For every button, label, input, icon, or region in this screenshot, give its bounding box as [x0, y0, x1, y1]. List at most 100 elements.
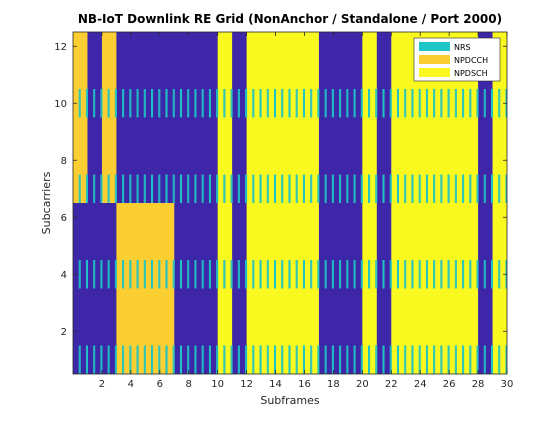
- nrs-mark-sc10-sf13-0: [266, 89, 268, 118]
- nrs-mark-sc1-sf21-2: [389, 345, 391, 374]
- x-tick-label-6: 6: [157, 379, 163, 390]
- nrs-mark-sc4-sf13-0: [266, 260, 268, 289]
- nrs-mark-sc7-sf5-0: [151, 174, 153, 203]
- nrs-mark-sc10-sf23-1: [412, 89, 414, 118]
- nrs-mark-sc10-sf19-1: [354, 89, 356, 118]
- nrs-mark-sc1-sf17-3: [332, 345, 334, 374]
- nrs-mark-sc1-sf26-1: [455, 345, 457, 374]
- nrs-mark-sc10-sf5-2: [158, 89, 160, 118]
- nrs-mark-sc10-sf3-0: [122, 89, 124, 118]
- nrs-mark-sc4-sf19-2: [360, 260, 362, 289]
- nrs-mark-sc7-sf0-1: [79, 174, 81, 203]
- nrs-mark-sc4-sf18-1: [340, 260, 342, 289]
- nrs-mark-sc10-sf7-1: [180, 89, 183, 118]
- nrs-mark-sc7-sf10-1: [224, 174, 226, 203]
- nrs-mark-sc7-sf3-2: [129, 174, 131, 203]
- nrs-mark-sc1-sf21-1: [383, 345, 385, 374]
- nrs-mark-sc1-sf9-3: [217, 345, 219, 374]
- nrs-mark-sc10-sf13-3: [275, 89, 277, 118]
- nrs-mark-sc4-sf27-3: [477, 260, 479, 289]
- y-tick-label-4: 4: [61, 270, 67, 281]
- nrs-mark-sc4-sf12-1: [253, 260, 255, 289]
- nrs-mark-sc7-sf25-1: [441, 174, 443, 203]
- nrs-mark-sc4-sf21-0: [382, 260, 384, 289]
- nrs-mark-sc4-sf20-3: [376, 260, 378, 289]
- nrs-mark-sc4-sf8-2: [201, 260, 203, 289]
- nrs-mark-sc10-sf4-1: [137, 89, 139, 118]
- nrs-mark-sc1-sf9-1: [209, 345, 211, 374]
- nrs-mark-sc10-sf22-2: [404, 89, 406, 118]
- nrs-mark-sc7-sf13-3: [275, 174, 277, 203]
- nrs-mark-sc4-sf24-3: [434, 260, 436, 289]
- nrs-mark-sc10-sf17-1: [325, 89, 327, 118]
- nrs-mark-sc4-sf18-2: [346, 260, 348, 289]
- x-tick-label-20: 20: [356, 379, 369, 390]
- nrs-mark-sc7-sf12-1: [253, 174, 255, 203]
- nrs-mark-sc10-sf10-1: [224, 89, 226, 118]
- nrs-mark-sc4-sf12-3: [260, 260, 262, 289]
- nrs-mark-sc1-sf23-2: [418, 345, 420, 374]
- nrs-mark-sc4-sf10-2: [230, 260, 232, 289]
- nrs-mark-sc7-sf22-3: [405, 174, 407, 203]
- nrs-mark-sc7-sf10-3: [231, 174, 233, 203]
- nrs-mark-sc7-sf14-3: [289, 174, 291, 203]
- nrs-mark-sc1-sf6-1: [166, 345, 168, 374]
- nrs-mark-sc10-sf25-1: [441, 89, 443, 118]
- nrs-mark-sc4-sf13-1: [267, 260, 269, 289]
- nrs-mark-sc4-sf8-1: [195, 260, 197, 289]
- nrs-mark-sc1-sf17-0: [324, 345, 326, 374]
- nrs-mark-sc10-sf7-2: [187, 89, 189, 118]
- nrs-mark-sc7-sf15-2: [302, 174, 304, 203]
- x-tick-label-16: 16: [298, 379, 311, 390]
- nrs-mark-sc4-sf26-3: [463, 260, 465, 289]
- nrs-mark-sc1-sf14-2: [288, 345, 290, 374]
- nrs-mark-sc1-sf29-2: [505, 345, 507, 374]
- nrs-mark-sc4-sf10-3: [231, 260, 233, 289]
- nrs-mark-sc4-sf28-3: [492, 260, 494, 289]
- x-tick-label-28: 28: [472, 379, 485, 390]
- nrs-mark-sc4-sf0-3: [86, 260, 88, 289]
- nrs-mark-sc4-sf10-0: [223, 260, 225, 289]
- nrs-mark-sc7-sf26-2: [462, 174, 464, 203]
- nrs-mark-sc7-sf9-2: [216, 174, 218, 203]
- nrs-mark-sc4-sf12-2: [259, 260, 261, 289]
- nrs-mark-sc4-sf18-0: [339, 260, 341, 289]
- nrs-mark-sc10-sf20-0: [368, 89, 370, 118]
- nrs-mark-sc4-sf11-0: [237, 260, 239, 289]
- nrs-mark-sc7-sf17-2: [331, 174, 333, 203]
- nrs-mark-sc7-sf10-2: [230, 174, 232, 203]
- nrs-mark-sc1-sf8-2: [201, 345, 203, 374]
- x-tick-label-14: 14: [269, 379, 282, 390]
- nrs-mark-sc1-sf12-2: [259, 345, 261, 374]
- nrs-mark-sc10-sf15-1: [296, 89, 298, 118]
- nrs-mark-sc4-sf16-0: [310, 260, 312, 289]
- nrs-mark-sc1-sf16-1: [311, 345, 313, 374]
- nrs-mark-sc10-sf28-2: [490, 89, 493, 118]
- y-tick-label-10: 10: [54, 99, 67, 110]
- nrs-mark-sc1-sf24-3: [434, 345, 436, 374]
- nrs-mark-sc4-sf20-2: [375, 260, 377, 289]
- nrs-mark-sc7-sf13-0: [266, 174, 268, 203]
- nrs-mark-sc4-sf0-1: [79, 260, 81, 289]
- nrs-mark-sc10-sf25-2: [447, 89, 449, 118]
- nrs-mark-sc7-sf1-3: [101, 174, 103, 203]
- nrs-mark-sc10-sf19-3: [361, 89, 363, 118]
- nrs-mark-sc1-sf3-1: [123, 345, 125, 374]
- nrs-mark-sc4-sf0-2: [85, 260, 87, 289]
- nrs-mark-sc7-sf20-0: [368, 174, 370, 203]
- nrs-mark-sc7-sf24-3: [434, 174, 436, 203]
- nrs-mark-sc7-sf28-1: [484, 174, 486, 203]
- legend-label-nrs: NRS: [454, 43, 471, 52]
- nrs-mark-sc4-sf23-1: [412, 260, 414, 289]
- nrs-mark-sc1-sf8-3: [202, 345, 204, 374]
- nrs-mark-sc1-sf18-2: [346, 345, 348, 374]
- nrs-mark-sc1-sf13-0: [266, 345, 268, 374]
- nrs-mark-sc1-sf1-2: [100, 345, 102, 374]
- nrs-mark-sc7-sf15-3: [303, 174, 305, 203]
- nrs-mark-sc1-sf6-3: [173, 345, 175, 374]
- nrs-mark-sc10-sf25-3: [448, 89, 450, 118]
- nrs-mark-sc7-sf21-0: [382, 174, 384, 203]
- nrs-mark-sc7-sf12-2: [259, 174, 261, 203]
- nrs-mark-sc10-sf29-0: [498, 89, 500, 118]
